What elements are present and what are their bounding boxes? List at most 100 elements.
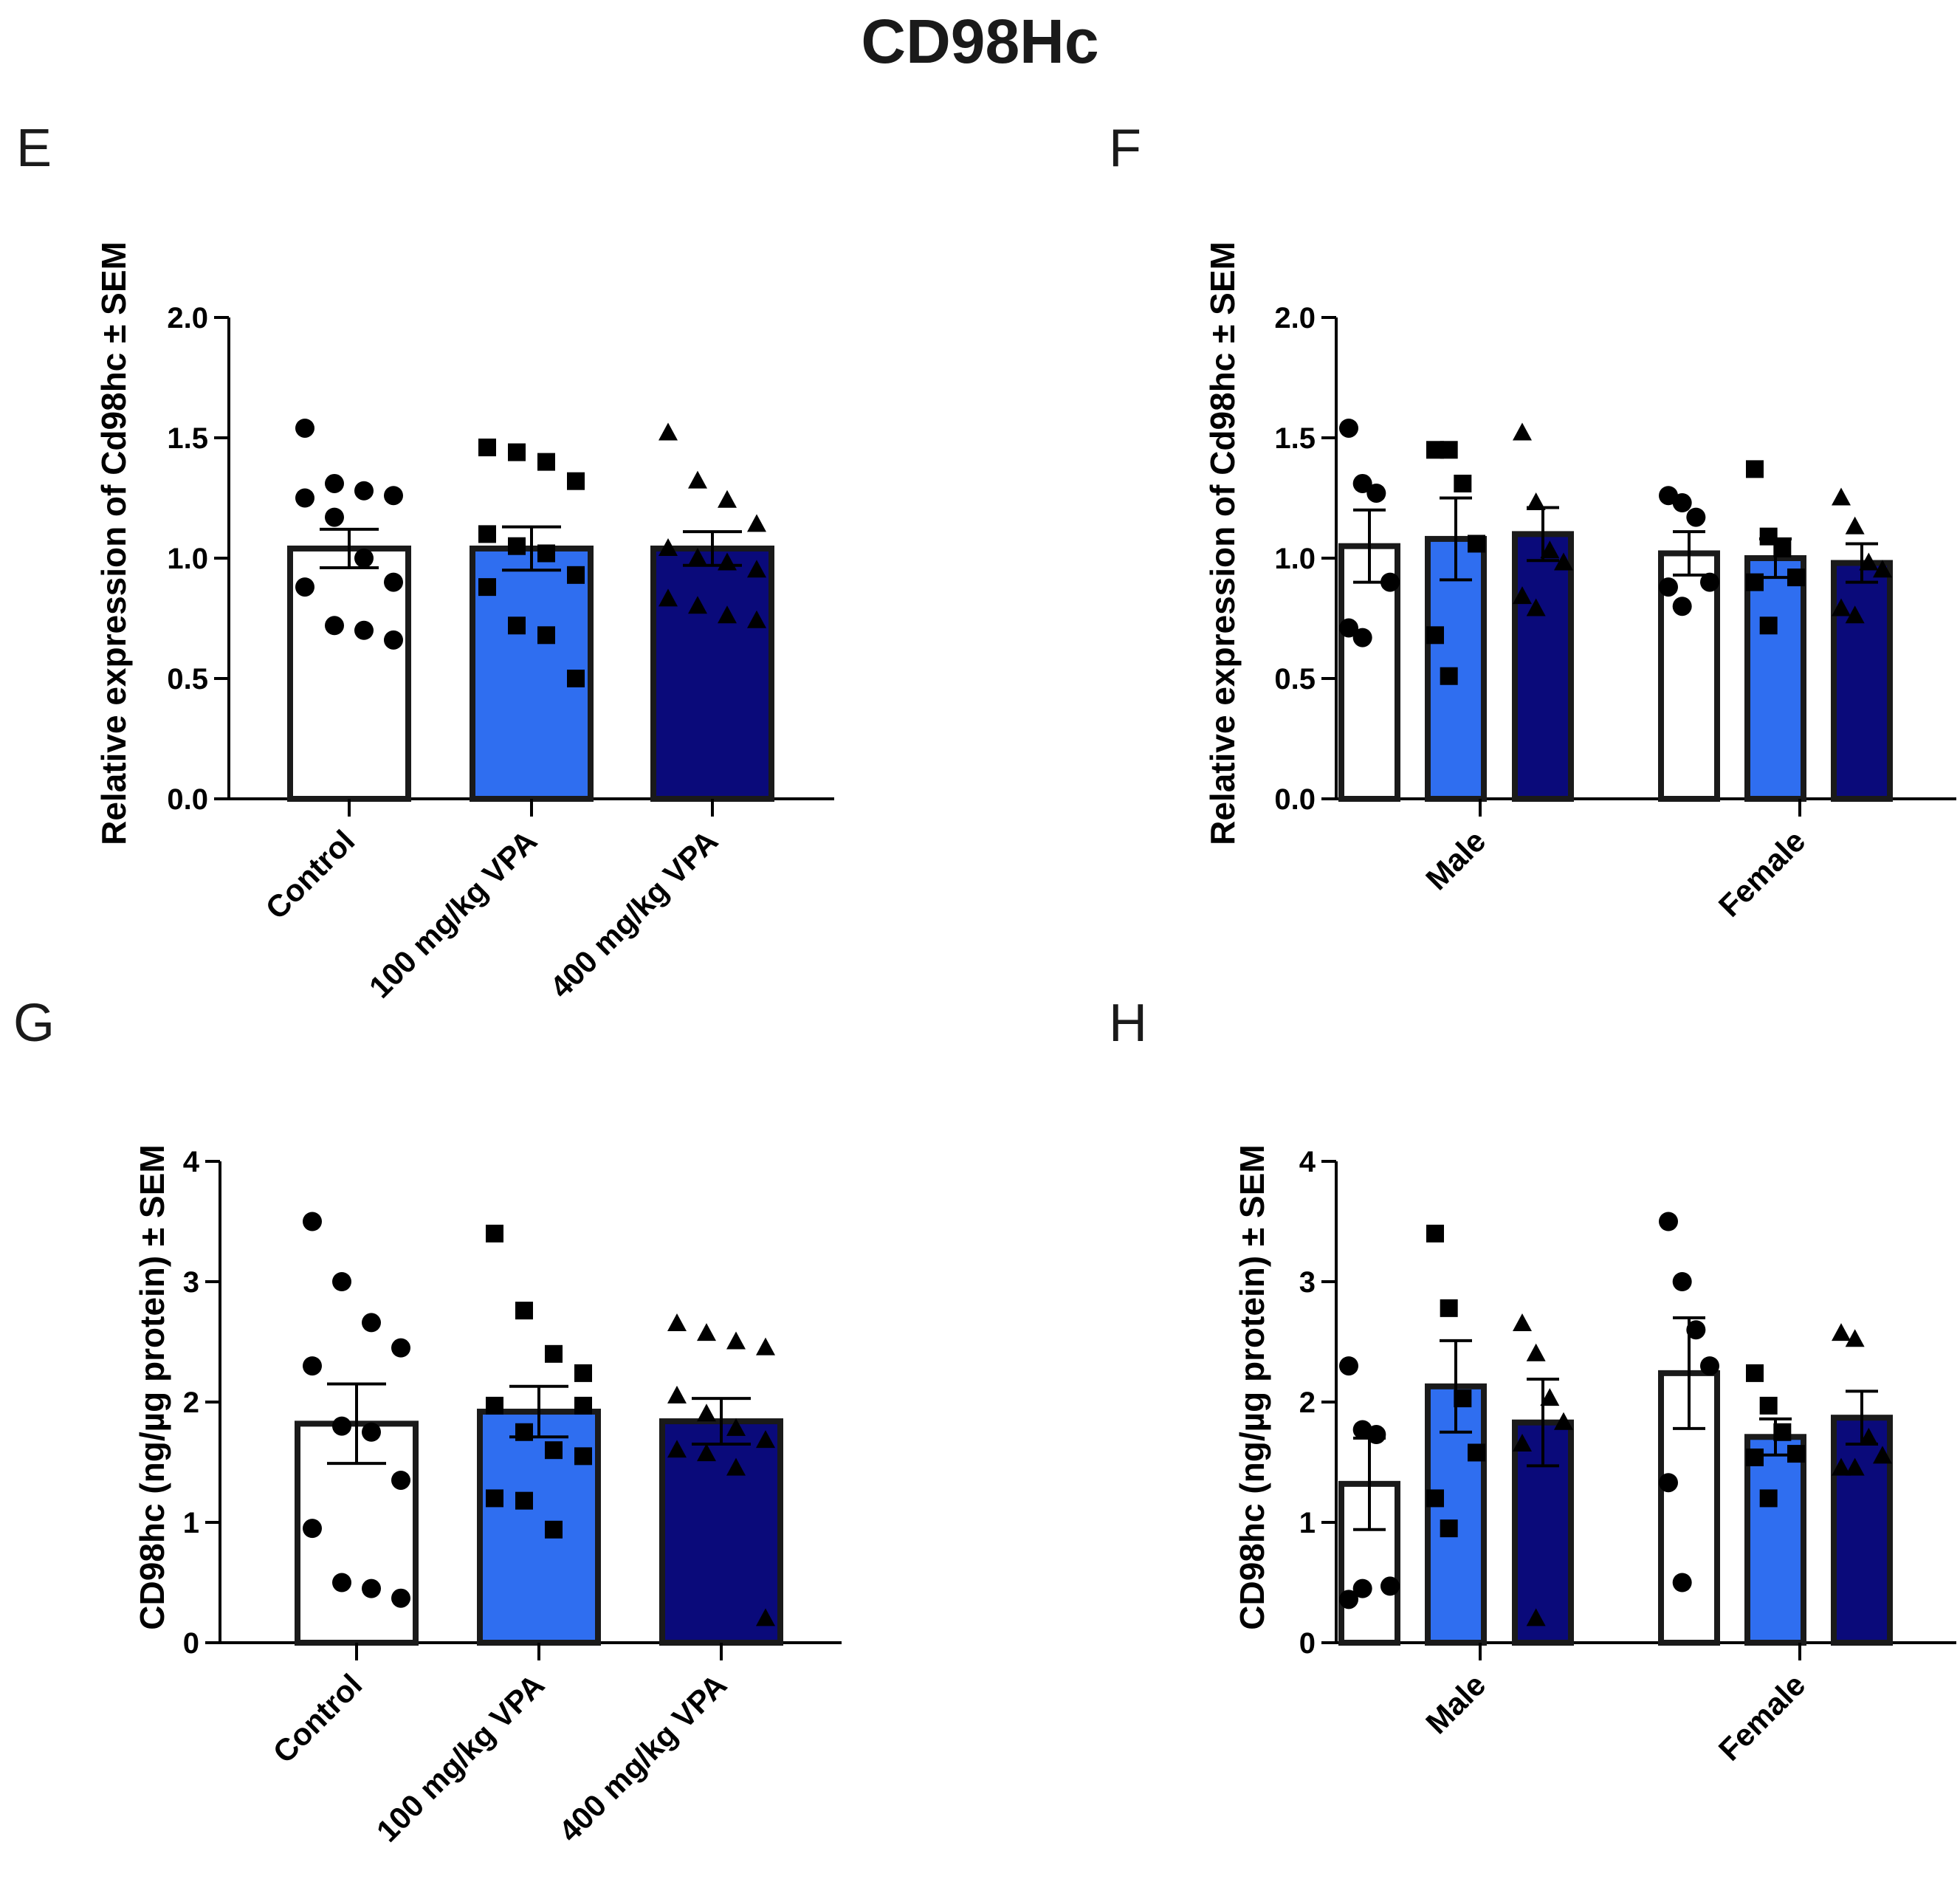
data-point-g: [303, 1519, 322, 1539]
data-point-g: [362, 1422, 381, 1442]
data-point-f: [1339, 618, 1358, 638]
data-point-g: [545, 1441, 563, 1460]
data-point-g: [726, 1418, 746, 1436]
data-point-e: [384, 486, 403, 506]
data-point-g: [332, 1416, 351, 1436]
data-point-e: [718, 605, 737, 624]
x-tick-label-h: Male: [1419, 1667, 1492, 1740]
data-point-e: [537, 626, 555, 645]
data-point-f: [1352, 628, 1372, 647]
data-point-g: [697, 1323, 716, 1341]
data-point-e: [567, 566, 585, 584]
data-point-g: [515, 1423, 533, 1441]
data-point-h: [1426, 1489, 1444, 1508]
data-point-g: [574, 1364, 592, 1382]
data-point-h: [1845, 1329, 1865, 1347]
data-point-h: [1380, 1576, 1400, 1596]
data-point-h: [1468, 1443, 1485, 1462]
data-point-h: [1440, 1519, 1458, 1538]
data-point-h: [1672, 1272, 1692, 1291]
y-tick-label-f: 0.5: [1274, 663, 1316, 695]
data-point-e: [478, 578, 496, 597]
y-tick-label-f: 1.5: [1274, 422, 1316, 455]
data-point-g: [545, 1344, 563, 1363]
data-point-h: [1659, 1212, 1678, 1231]
y-tick-label-h: 2: [1299, 1387, 1316, 1419]
data-point-g: [756, 1430, 775, 1449]
data-point-f: [1746, 460, 1764, 478]
data-point-e: [478, 439, 496, 457]
data-point-g: [303, 1212, 322, 1231]
panel-letter-g: G: [13, 994, 55, 1053]
y-axis-label-h: CD98hc (ng/µg protein) ± SEM: [1233, 1144, 1271, 1629]
data-point-f: [1746, 573, 1764, 591]
data-point-f: [1759, 616, 1778, 635]
data-point-g: [667, 1313, 687, 1332]
y-tick-label-f: 0.0: [1274, 783, 1316, 816]
data-point-e: [688, 470, 707, 489]
data-point-e: [659, 588, 678, 607]
y-tick-label-h: 3: [1299, 1266, 1316, 1299]
data-point-h: [1440, 1299, 1458, 1317]
bar-e: [650, 545, 774, 803]
y-tick-label-f: 1.0: [1274, 543, 1316, 575]
data-point-h: [1526, 1608, 1546, 1626]
data-point-h: [1540, 1388, 1560, 1406]
data-point-f: [1366, 483, 1386, 503]
x-tick-label-e: 400 mg/kg VPA: [543, 823, 725, 1005]
bar-g: [659, 1418, 783, 1646]
bar-g: [477, 1409, 601, 1646]
data-point-h: [1672, 1573, 1692, 1593]
data-point-f: [1513, 422, 1532, 441]
data-point-e: [295, 418, 314, 438]
y-tick-label-h: 4: [1299, 1146, 1316, 1178]
y-tick-label-e: 2.0: [167, 302, 208, 334]
data-point-h: [1339, 1590, 1358, 1609]
data-point-e: [718, 552, 737, 571]
data-point-h: [1352, 1578, 1372, 1598]
data-point-e: [659, 422, 678, 441]
data-point-e: [508, 443, 526, 461]
data-point-g: [667, 1440, 687, 1458]
data-point-g: [756, 1608, 775, 1626]
data-point-e: [688, 548, 707, 566]
data-point-g: [303, 1356, 322, 1376]
data-point-e: [354, 481, 374, 501]
y-tick-label-e: 1.0: [167, 543, 208, 575]
data-point-e: [718, 489, 737, 508]
data-point-h: [1859, 1427, 1879, 1446]
data-point-g: [667, 1385, 687, 1404]
data-point-e: [567, 472, 585, 490]
bar-f: [1831, 560, 1893, 803]
data-point-e: [747, 610, 766, 628]
chart-panel-h: 0 1 2 3 4 CD98hc (ng/µg protein) ± SEM Male Fem…: [1233, 1144, 1956, 1767]
data-point-h: [1659, 1473, 1678, 1493]
data-point-f: [1526, 598, 1546, 616]
data-point-g: [362, 1313, 381, 1333]
data-point-e: [508, 537, 526, 555]
data-point-e: [537, 453, 555, 471]
x-tick-label-f: Male: [1419, 823, 1492, 896]
y-tick-label-g: 1: [183, 1507, 199, 1539]
data-point-h: [1845, 1457, 1865, 1476]
data-point-h: [1700, 1356, 1719, 1376]
x-tick-label-e: 100 mg/kg VPA: [362, 823, 544, 1005]
figure-title: CD98Hc: [861, 7, 1099, 76]
y-tick-label-g: 0: [183, 1627, 199, 1660]
data-point-h: [1554, 1412, 1573, 1430]
y-axis-label-f: Relative expression of Cd98hc ± SEM: [1203, 241, 1242, 845]
data-point-g: [332, 1272, 351, 1291]
data-point-f: [1845, 605, 1865, 624]
y-tick-label-e: 0.0: [167, 783, 208, 816]
data-point-e: [478, 525, 496, 543]
data-point-h: [1759, 1489, 1778, 1508]
data-point-g: [726, 1457, 746, 1476]
data-point-g: [332, 1573, 351, 1593]
panel-letter-e: E: [16, 119, 52, 178]
panel-letter-f: F: [1109, 119, 1141, 178]
data-point-f: [1440, 441, 1458, 459]
y-axis-label-e: Relative expression of Cd98hc ± SEM: [94, 241, 133, 845]
y-tick-label-g: 2: [183, 1387, 199, 1419]
data-point-e: [508, 616, 526, 635]
data-point-h: [1746, 1364, 1764, 1382]
